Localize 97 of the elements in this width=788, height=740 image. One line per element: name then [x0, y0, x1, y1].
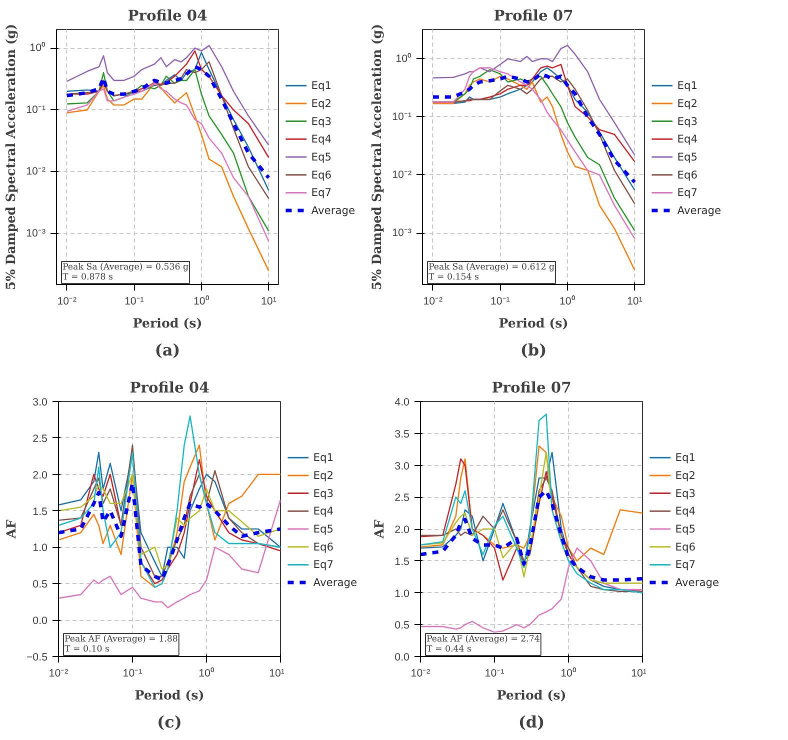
legend-label: Eq2	[313, 468, 334, 482]
annotation: Peak AF (Average) = 2.74	[426, 634, 540, 644]
x-axis-title: Period (s)	[496, 688, 566, 702]
legend-label: Eq1	[313, 451, 334, 464]
legend-label: Average	[313, 576, 358, 590]
x-axis-title: Period (s)	[134, 688, 204, 702]
y-tick-label: 1.5	[394, 556, 410, 568]
legend-label: Eq4	[311, 132, 332, 146]
legend-label: Eq4	[313, 504, 334, 518]
legend-label: Average	[677, 204, 722, 218]
annotation: T = 0.154 s	[428, 272, 480, 282]
text: (b)	[520, 340, 547, 360]
legend-label: Eq4	[677, 132, 698, 146]
legend-label: Eq5	[677, 150, 698, 164]
x-tick-label: 10¹	[260, 296, 277, 308]
text: (c)	[157, 712, 182, 732]
y-tick-label: 3.5	[394, 428, 410, 440]
legend-label: Eq5	[313, 522, 334, 536]
y-tick-label: 0.0	[32, 615, 48, 628]
x-tick-label: 10⁻¹	[124, 296, 144, 308]
legend-label: Eq7	[313, 558, 334, 572]
legend-label: Eq4	[675, 504, 696, 518]
y-tick-label: 0.5	[394, 620, 410, 632]
y-tick-label: 10⁻¹	[26, 104, 46, 116]
y-axis-title: 5% Damped Spectral Acceleration (g)	[369, 24, 384, 290]
y-axis-title: AF	[3, 520, 18, 540]
legend-label: Eq1	[675, 451, 696, 464]
chart-title: Profile 07	[494, 8, 574, 24]
y-tick-label: 10⁻¹	[392, 110, 412, 123]
y-tick-label: 3.0	[394, 460, 410, 472]
y-tick-label: 2.0	[32, 469, 48, 482]
x-tick-label: 10⁻²	[48, 668, 69, 680]
legend-label: Average	[311, 204, 356, 218]
legend-label: Eq2	[677, 96, 698, 110]
y-tick-label: 1.0	[32, 542, 48, 554]
x-tick-label: 10⁰	[559, 294, 576, 308]
x-tick-label: 10¹	[626, 296, 643, 308]
legend-label: Eq3	[311, 114, 332, 128]
legend-label: Eq7	[675, 558, 696, 572]
legend-label: Eq6	[675, 540, 696, 554]
legend-label: Eq6	[677, 168, 698, 182]
legend-label: Eq5	[675, 522, 696, 536]
x-tick-label: 10⁰	[560, 666, 576, 680]
y-tick-label: −0.5	[26, 652, 48, 664]
annotation: Peak Sa (Average) = 0.612 g	[428, 262, 555, 272]
x-axis-title: Period (s)	[498, 316, 568, 330]
y-tick-label: 0.0	[394, 652, 410, 664]
y-tick-label: 10⁻³	[26, 228, 46, 240]
chart-title: Profile 04	[130, 380, 210, 396]
y-axis-title: AF	[372, 520, 387, 540]
annotation: T = 0.878 s	[62, 272, 114, 282]
y-tick-label: 3.0	[32, 396, 48, 408]
legend-label: Eq3	[675, 486, 696, 500]
x-axis-title: Period (s)	[132, 316, 202, 330]
legend-label: Eq1	[677, 79, 698, 92]
annotation: T = 0.10 s	[64, 644, 110, 654]
legend-label: Eq7	[311, 186, 332, 200]
x-tick-label: 10⁻²	[423, 296, 444, 308]
text: (a)	[154, 340, 180, 360]
y-axis-title: 5% Damped Spectral Acceleration (g)	[3, 24, 18, 290]
x-tick-label: 10⁰	[193, 294, 210, 308]
y-tick-label: 2.5	[32, 432, 48, 445]
legend-label: Eq2	[675, 468, 696, 482]
legend-label: Eq3	[313, 486, 334, 500]
annotation: Peak AF (Average) = 1.88	[64, 634, 178, 644]
legend-label: Average	[675, 576, 720, 590]
y-tick-label: 2.0	[394, 524, 410, 536]
x-tick-label: 10¹	[269, 668, 285, 680]
y-tick-label: 1.5	[32, 506, 48, 518]
legend-label: Eq7	[677, 186, 698, 200]
x-tick-label: 10⁰	[198, 666, 214, 680]
legend-label: Eq6	[311, 168, 332, 182]
legend-label: Eq5	[311, 150, 332, 164]
annotation: T = 0.44 s	[426, 644, 472, 654]
y-tick-label: 4.0	[394, 396, 410, 408]
x-tick-label: 10⁻¹	[484, 668, 505, 680]
y-tick-label: 10⁻³	[392, 227, 412, 240]
y-tick-label: 10⁰	[396, 52, 412, 65]
text: (d)	[518, 712, 545, 732]
legend-label: Eq3	[677, 114, 698, 128]
legend-label: Eq2	[311, 96, 332, 110]
x-tick-label: 10¹	[631, 668, 647, 680]
y-tick-label: 2.5	[394, 492, 410, 504]
x-tick-label: 10⁻¹	[490, 296, 510, 308]
y-tick-label: 10⁻²	[26, 166, 46, 178]
x-tick-label: 10⁻²	[57, 296, 78, 308]
x-tick-label: 10⁻¹	[122, 668, 143, 680]
chart-title: Profile 07	[492, 380, 572, 396]
legend-label: Eq6	[313, 540, 334, 554]
y-tick-label: 1.0	[394, 588, 410, 600]
annotation: Peak Sa (Average) = 0.536 g	[62, 262, 189, 272]
y-tick-label: 0.5	[32, 578, 48, 591]
legend-label: Eq1	[311, 79, 332, 92]
y-tick-label: 10⁻²	[392, 168, 412, 181]
chart-title: Profile 04	[128, 8, 208, 24]
y-tick-label: 10⁰	[30, 41, 46, 54]
x-tick-label: 10⁻²	[410, 668, 431, 680]
